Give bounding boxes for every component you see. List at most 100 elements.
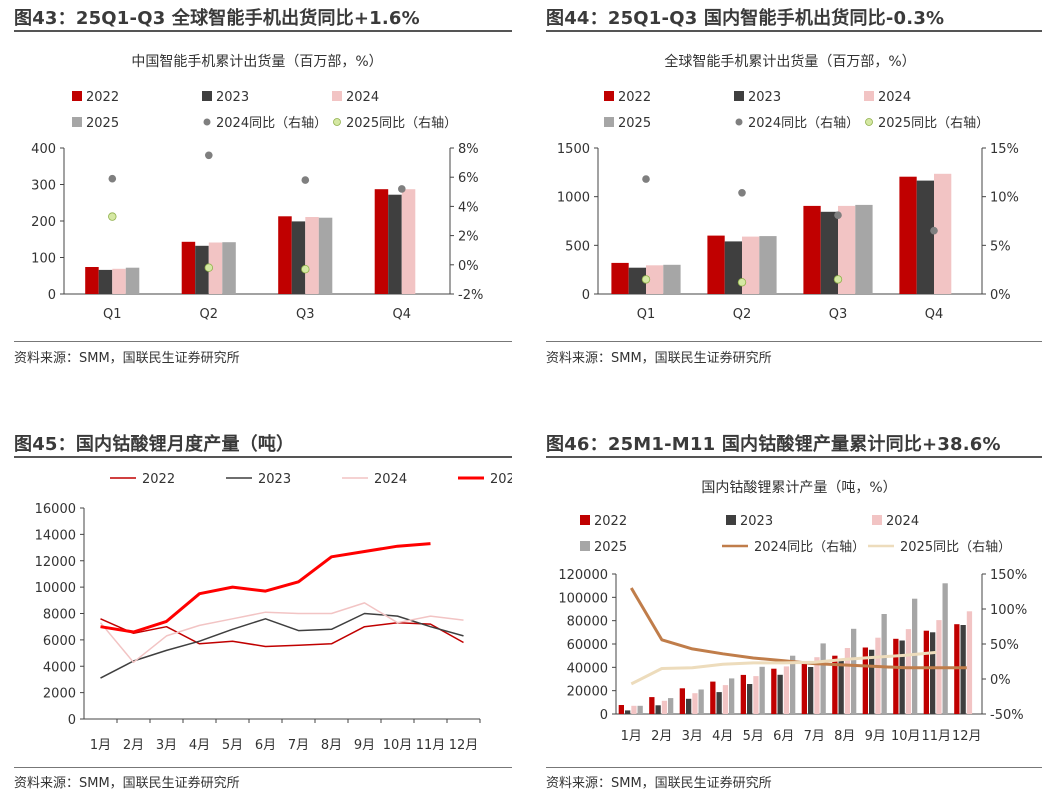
legend-label-2023: 2023 xyxy=(216,90,249,105)
y2-tick-label: 150% xyxy=(990,568,1027,583)
bar-2023-3 xyxy=(686,698,692,714)
legend-label-2023: 2023 xyxy=(258,472,291,487)
line-2023 xyxy=(100,612,464,679)
dot-2025-Q2 xyxy=(204,263,213,272)
bar-2024-9 xyxy=(875,637,881,714)
bar-2024-Q1 xyxy=(112,268,126,294)
legend-swatch-2025 xyxy=(72,117,82,127)
bar-2022-Q3 xyxy=(803,205,821,294)
y-tick-label: 60000 xyxy=(567,638,608,653)
bar-2023-Q2 xyxy=(195,245,209,294)
bar-2025-Q1 xyxy=(663,264,681,294)
panel-title: 图44：25Q1-Q3 国内智能手机出货同比-0.3% xyxy=(546,8,945,29)
y-tick-label: 1000 xyxy=(557,191,590,206)
x-tick-label: 8月 xyxy=(321,738,342,753)
panel-fig44: 图44：25Q1-Q3 国内智能手机出货同比-0.3% 全球智能手机累计出货量（… xyxy=(546,0,1042,380)
x-tick-label: 1月 xyxy=(90,738,111,753)
source-note: 资料来源：SMM，国联民生证券研究所 xyxy=(14,351,240,366)
x-tick-label: 10月 xyxy=(891,729,921,744)
x-tick-label: 2月 xyxy=(651,729,672,744)
legend-swatch-2024 xyxy=(864,91,874,101)
x-tick-label: 7月 xyxy=(804,729,825,744)
chart-fig44: 全球智能手机累计出货量（百万部，%） 2022 2023 2024 2025 2024同比… xyxy=(557,53,1019,322)
legend-swatch-2022 xyxy=(72,91,82,101)
legend-label-2024: 2024 xyxy=(886,514,919,529)
dot-2025-Q3 xyxy=(833,275,843,284)
bar-2025-10 xyxy=(912,598,918,714)
panel-fig43: 图43：25Q1-Q3 全球智能手机出货同比+1.6% 中国智能手机累计出货量（… xyxy=(14,0,512,380)
bar-2024-Q4 xyxy=(934,173,952,294)
bar-2022-8 xyxy=(832,655,838,714)
bar-2024-3 xyxy=(692,693,698,714)
panel-fig46: 图46：25M1-M11 国内钴酸锂产量累计同比+38.6% 国内钴酸锂累计产量… xyxy=(546,428,1042,791)
divider xyxy=(546,30,1042,32)
bar-2025-1 xyxy=(637,705,643,714)
dot-2024-Q1 xyxy=(642,175,650,183)
bar-2025-Q2 xyxy=(222,242,236,294)
y-tick-label: 12000 xyxy=(35,555,76,570)
bar-2022-Q3 xyxy=(278,216,292,294)
x-tick-label: 3月 xyxy=(682,729,703,744)
divider xyxy=(14,341,512,342)
bar-2024-5 xyxy=(753,676,759,714)
bar-2023-Q1 xyxy=(628,267,646,294)
y2-tick-label: 5% xyxy=(990,239,1011,254)
legend-label-2025: 2025同比（右轴） xyxy=(900,540,1011,555)
legend-swatch-2025 xyxy=(580,541,590,551)
y-tick-label: 80000 xyxy=(567,615,608,630)
bar-2024-7 xyxy=(814,657,820,714)
dot-2025-Q3 xyxy=(301,264,310,274)
legend-label-2024: 2024 xyxy=(374,472,407,487)
legend-swatch-2023 xyxy=(202,91,212,101)
y2-tick-label: 4% xyxy=(458,200,479,215)
y2-tick-label: 8% xyxy=(458,142,479,157)
chart-fig46: 国内钴酸锂累计产量（吨，%） 2022 2023 2024 2025 2024同比（右轴）… xyxy=(558,480,1027,744)
dot-2024-Q1 xyxy=(108,174,117,183)
y2-tick-label: 10% xyxy=(990,191,1019,206)
legend-swatch-2023 xyxy=(734,91,744,101)
bar-2024-6 xyxy=(783,666,790,714)
x-tick-label: Q2 xyxy=(733,307,752,322)
legend-label-2024: 2024同比（右轴） xyxy=(748,116,859,131)
source-note: 资料来源：SMM，国联民生证券研究所 xyxy=(14,776,240,791)
dot-2024-Q4 xyxy=(398,185,406,193)
divider xyxy=(14,30,512,32)
y2-tick-label: 0% xyxy=(458,259,479,274)
bar-2025-11 xyxy=(942,583,948,714)
y2-tick-label: 15% xyxy=(990,142,1019,157)
bar-2022-3 xyxy=(679,688,685,714)
y-tick-label: 20000 xyxy=(567,685,608,700)
x-tick-label: 4月 xyxy=(712,729,733,744)
dot-2025-Q1 xyxy=(641,275,651,284)
bar-2023-Q3 xyxy=(291,221,306,294)
bar-2022-5 xyxy=(740,674,746,714)
bar-2023-10 xyxy=(899,640,905,714)
legend-label-2024: 2024 xyxy=(878,90,911,105)
bar-2022-2 xyxy=(649,697,655,714)
y-tick-label: 4000 xyxy=(43,660,76,675)
x-tick-label: 1月 xyxy=(621,729,642,744)
y-tick-label: 100 xyxy=(31,252,56,267)
legend-label-2023: 2023 xyxy=(740,514,773,529)
chart-title: 国内钴酸锂累计产量（吨，%） xyxy=(701,480,896,496)
bar-2023-Q4 xyxy=(916,180,934,294)
legend-marker-2025 xyxy=(333,118,341,126)
x-tick-label: 11月 xyxy=(921,729,951,744)
y-tick-label: 14000 xyxy=(35,528,76,543)
bar-2024-Q2 xyxy=(208,242,223,294)
legend-swatch-2024 xyxy=(872,515,882,525)
bar-2022-Q2 xyxy=(181,241,196,294)
bar-2024-1 xyxy=(631,705,637,714)
bar-2024-12 xyxy=(966,611,973,714)
bar-2022-11 xyxy=(923,630,929,714)
bar-2025-7 xyxy=(820,643,826,714)
legend-marker-2025 xyxy=(865,118,873,126)
y-tick-label: 1500 xyxy=(557,142,590,157)
bar-2025-4 xyxy=(729,678,735,714)
x-tick-label: Q3 xyxy=(829,307,848,322)
x-tick-label: Q1 xyxy=(637,307,656,322)
bar-2023-Q3 xyxy=(820,211,838,294)
legend-swatch-2022 xyxy=(580,515,590,525)
bar-2022-Q1 xyxy=(611,262,629,294)
bar-2022-9 xyxy=(862,647,868,714)
